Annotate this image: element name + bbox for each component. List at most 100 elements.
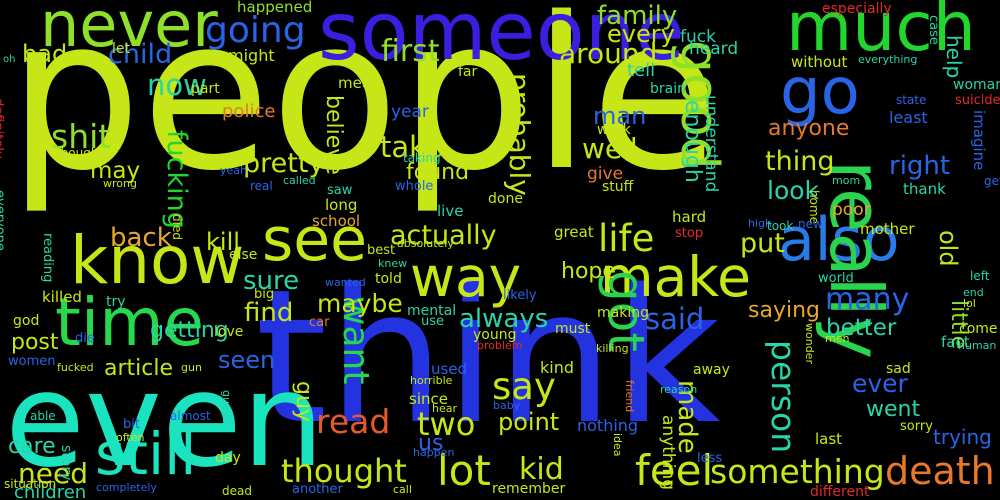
word-young: young bbox=[473, 327, 517, 343]
word-fucked: fucked bbox=[57, 361, 94, 374]
word-enough: enough bbox=[680, 100, 705, 183]
word-definitely: definitely bbox=[0, 98, 5, 159]
word-read: read bbox=[316, 402, 391, 441]
word-bad: bad bbox=[22, 40, 68, 68]
word-still: still bbox=[95, 420, 197, 488]
word-said: said bbox=[645, 302, 705, 336]
word-wrong: wrong bbox=[103, 177, 137, 190]
word-world: world bbox=[818, 271, 854, 286]
word-human: human bbox=[958, 339, 997, 352]
word-nothing: nothing bbox=[577, 416, 639, 435]
word-bit: bit bbox=[123, 417, 140, 432]
word-able: able bbox=[30, 409, 56, 423]
word-least: least bbox=[889, 108, 928, 127]
word-police: police bbox=[222, 101, 276, 122]
word-stuff: stuff bbox=[602, 179, 634, 195]
word-people: people bbox=[8, 0, 720, 217]
word-anything: anything bbox=[658, 415, 678, 490]
word-gun: gun bbox=[181, 361, 202, 374]
word-believe: believe bbox=[321, 95, 346, 175]
word-care: care bbox=[8, 434, 56, 459]
word-thought: thought bbox=[281, 452, 407, 490]
word-also: also bbox=[778, 205, 900, 275]
word-family: family bbox=[597, 1, 678, 31]
word-happen: happen bbox=[413, 446, 455, 459]
word-maybe: maybe bbox=[317, 289, 403, 318]
word-real: real bbox=[250, 179, 273, 193]
word-big: big bbox=[254, 287, 275, 302]
word-away: away bbox=[693, 362, 730, 378]
word-getting: getting bbox=[150, 318, 229, 343]
word-mother: mother bbox=[860, 220, 915, 238]
word-reason: reason bbox=[660, 383, 698, 396]
word-mental: mental bbox=[407, 303, 457, 319]
word-someone: someone bbox=[318, 0, 685, 78]
word-tell: tell bbox=[627, 60, 656, 81]
word-brain: brain bbox=[650, 81, 686, 97]
word-children: children bbox=[14, 482, 87, 500]
word-saying: saying bbox=[748, 298, 820, 323]
word-far: far bbox=[458, 64, 478, 80]
word-person: person bbox=[764, 340, 803, 454]
word-remember: remember bbox=[492, 481, 566, 497]
word-found: found bbox=[406, 160, 470, 185]
word-horrible: horrible bbox=[410, 374, 453, 387]
word-imagine: imagine bbox=[970, 110, 988, 171]
word-heard: heard bbox=[689, 39, 739, 59]
word-part: part bbox=[191, 81, 220, 97]
word-dead: dead bbox=[222, 484, 252, 498]
word-hard: hard bbox=[672, 208, 707, 226]
word-high: high bbox=[748, 217, 772, 230]
word-story: story bbox=[58, 445, 74, 481]
word-us: us bbox=[418, 431, 444, 456]
word-died: died bbox=[170, 214, 184, 240]
word-right: right bbox=[889, 151, 951, 181]
word-die: die bbox=[75, 331, 95, 346]
word-less: less bbox=[697, 451, 723, 466]
word-always: always bbox=[459, 304, 549, 334]
word-fact: fact bbox=[941, 333, 970, 351]
word-great: great bbox=[554, 223, 594, 241]
word-much: much bbox=[786, 0, 976, 67]
word-went: went bbox=[866, 397, 921, 422]
word-now: now bbox=[147, 68, 207, 102]
word-knew: knew bbox=[378, 257, 408, 270]
word-live: live bbox=[437, 202, 464, 220]
word-suicide: suicide bbox=[955, 93, 1000, 108]
word-poor: poor bbox=[832, 200, 871, 220]
word-almost: almost bbox=[170, 409, 211, 423]
word-guy: guy bbox=[291, 381, 316, 422]
word-anyone: anyone bbox=[768, 116, 850, 141]
word-wanted: wanted bbox=[325, 276, 366, 289]
word-friend: friend bbox=[623, 380, 636, 413]
word-problem: problem bbox=[477, 339, 523, 352]
word-killing: killing bbox=[596, 342, 629, 355]
word-wonder: wonder bbox=[803, 323, 816, 364]
word-ever: ever bbox=[852, 369, 908, 398]
word-killed: killed bbox=[42, 288, 82, 306]
word-need: need bbox=[18, 457, 88, 490]
word-left: left bbox=[970, 269, 990, 283]
word-must: must bbox=[555, 321, 591, 337]
word-something: something bbox=[710, 452, 885, 491]
word-say: say bbox=[492, 365, 556, 408]
word-used: used bbox=[431, 360, 468, 378]
word-year: year bbox=[391, 102, 429, 122]
word-even: even bbox=[5, 344, 325, 496]
word-let: let bbox=[112, 41, 130, 57]
word-yeah: yeah bbox=[220, 164, 247, 177]
word-gets: gets bbox=[984, 174, 1000, 188]
word-kind: kind bbox=[540, 358, 575, 377]
word-hope: hope bbox=[561, 259, 616, 284]
word-else: else bbox=[229, 247, 258, 263]
word-since: since bbox=[409, 390, 448, 408]
word-help: help bbox=[942, 35, 966, 79]
word-stop: stop bbox=[675, 226, 704, 241]
word-took: took bbox=[767, 219, 794, 233]
word-post: post bbox=[11, 330, 59, 355]
word-men: men bbox=[825, 332, 850, 345]
word-going: going bbox=[205, 10, 306, 51]
word-school: school bbox=[312, 212, 361, 230]
word-make: make bbox=[600, 245, 752, 309]
